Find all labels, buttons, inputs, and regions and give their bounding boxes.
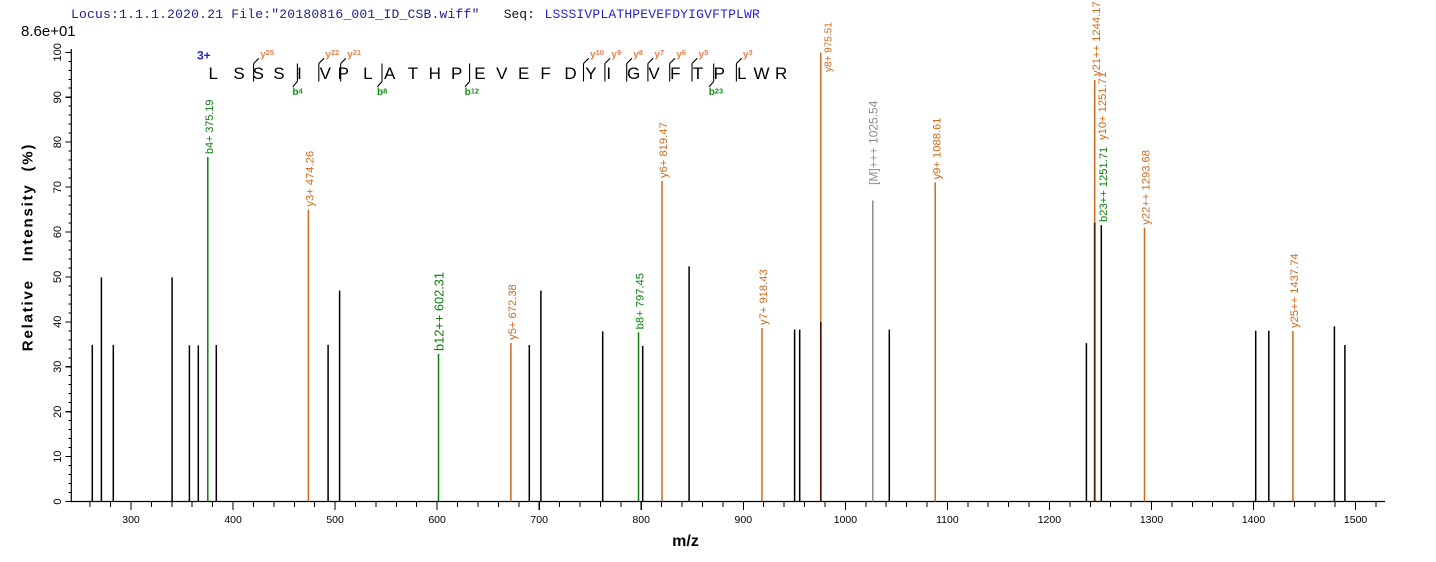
svg-text:H: H	[429, 64, 441, 83]
svg-text:y10+ 1251.71: y10+ 1251.71	[1097, 72, 1109, 140]
svg-text:y8: y8	[633, 48, 643, 61]
svg-text:y6: y6	[676, 48, 686, 61]
svg-text:I: I	[297, 64, 302, 83]
svg-text:600: 600	[428, 514, 446, 526]
svg-text:50: 50	[52, 271, 64, 283]
svg-text:Relative Intensity (%): Relative Intensity (%)	[20, 143, 37, 351]
svg-text:80: 80	[52, 136, 64, 148]
svg-text:8.6e+01: 8.6e+01	[21, 23, 76, 40]
svg-text:S: S	[233, 64, 244, 83]
svg-text:W: W	[753, 64, 769, 83]
svg-text:E: E	[518, 64, 529, 83]
svg-text:300: 300	[122, 514, 140, 526]
svg-text:y3+ 474.26: y3+ 474.26	[305, 151, 317, 207]
svg-text:1200: 1200	[1038, 514, 1062, 526]
svg-text:V: V	[648, 64, 660, 83]
svg-text:y21++ 1244.17: y21++ 1244.17	[1091, 1, 1103, 76]
svg-text:F: F	[540, 64, 550, 83]
svg-text:R: R	[775, 64, 787, 83]
svg-text:1100: 1100	[936, 514, 959, 526]
svg-text:b4+ 375.19: b4+ 375.19	[204, 100, 216, 154]
svg-text:L: L	[363, 64, 372, 83]
svg-text:b12: b12	[465, 87, 479, 99]
svg-text:F: F	[670, 64, 680, 83]
svg-text:900: 900	[735, 514, 753, 526]
svg-text:0: 0	[52, 498, 64, 504]
svg-text:40: 40	[52, 316, 64, 328]
svg-text:b4: b4	[292, 87, 303, 99]
svg-text:S: S	[273, 64, 284, 83]
svg-text:b12++ 602.31: b12++ 602.31	[432, 272, 447, 351]
svg-text:y8+ 975.51: y8+ 975.51	[824, 22, 835, 72]
svg-text:V: V	[496, 64, 508, 83]
svg-text:G: G	[627, 64, 640, 83]
svg-text:b23++ 1251.71: b23++ 1251.71	[1098, 147, 1110, 222]
svg-text:y7: y7	[654, 48, 664, 61]
svg-text:V: V	[320, 64, 332, 83]
svg-text:y3: y3	[743, 48, 753, 61]
svg-text:T: T	[408, 64, 418, 83]
svg-text:400: 400	[224, 514, 242, 526]
svg-text:10: 10	[52, 450, 64, 462]
svg-text:1000: 1000	[834, 514, 858, 526]
svg-text:Y: Y	[585, 64, 596, 83]
svg-text:Seq:: Seq:	[504, 7, 535, 22]
svg-text:b8: b8	[377, 87, 387, 99]
svg-text:L: L	[737, 64, 746, 83]
svg-text:S: S	[253, 64, 264, 83]
svg-text:1300: 1300	[1140, 514, 1164, 526]
svg-text:30: 30	[52, 361, 64, 373]
svg-text:b23: b23	[709, 87, 723, 99]
svg-text:b8+ 797.45: b8+ 797.45	[635, 273, 647, 329]
svg-text:I: I	[606, 64, 611, 83]
svg-text:y5: y5	[699, 48, 709, 61]
svg-text:y9: y9	[611, 48, 621, 61]
svg-text:Locus:1.1.1.2020.21 File:"2018: Locus:1.1.1.2020.21 File:"20180816_001_I…	[71, 7, 480, 22]
svg-text:y9+ 1088.61: y9+ 1088.61	[931, 117, 943, 179]
svg-text:90: 90	[52, 91, 64, 103]
svg-text:P: P	[338, 64, 349, 83]
svg-text:P: P	[451, 64, 462, 83]
svg-text:y5+ 672.38: y5+ 672.38	[507, 284, 519, 340]
svg-text:D: D	[564, 64, 576, 83]
svg-text:y22++ 1293.68: y22++ 1293.68	[1141, 150, 1153, 225]
svg-text:20: 20	[52, 406, 64, 418]
svg-text:700: 700	[530, 514, 548, 526]
svg-text:1400: 1400	[1242, 514, 1266, 526]
svg-text:P: P	[714, 64, 725, 83]
svg-text:800: 800	[632, 514, 650, 526]
svg-text:y7+ 918.43: y7+ 918.43	[758, 269, 770, 325]
svg-text:1500: 1500	[1344, 514, 1368, 526]
svg-text:E: E	[474, 64, 485, 83]
svg-text:L: L	[208, 64, 217, 83]
svg-text:[M]+++ 1025.54: [M]+++ 1025.54	[867, 100, 881, 185]
svg-text:m/z: m/z	[672, 533, 699, 550]
svg-text:500: 500	[326, 514, 344, 526]
svg-text:3+: 3+	[197, 49, 211, 63]
svg-text:y25++ 1437.74: y25++ 1437.74	[1289, 253, 1301, 328]
svg-text:A: A	[384, 64, 396, 83]
svg-text:100: 100	[52, 43, 64, 61]
svg-text:LSSSIVPLATHPEVEFDYIGVFTPLWR: LSSSIVPLATHPEVEFDYIGVFTPLWR	[545, 7, 761, 22]
svg-text:70: 70	[52, 181, 64, 193]
svg-text:y6+ 819.47: y6+ 819.47	[658, 122, 670, 178]
svg-text:T: T	[693, 64, 703, 83]
svg-text:60: 60	[52, 226, 64, 238]
